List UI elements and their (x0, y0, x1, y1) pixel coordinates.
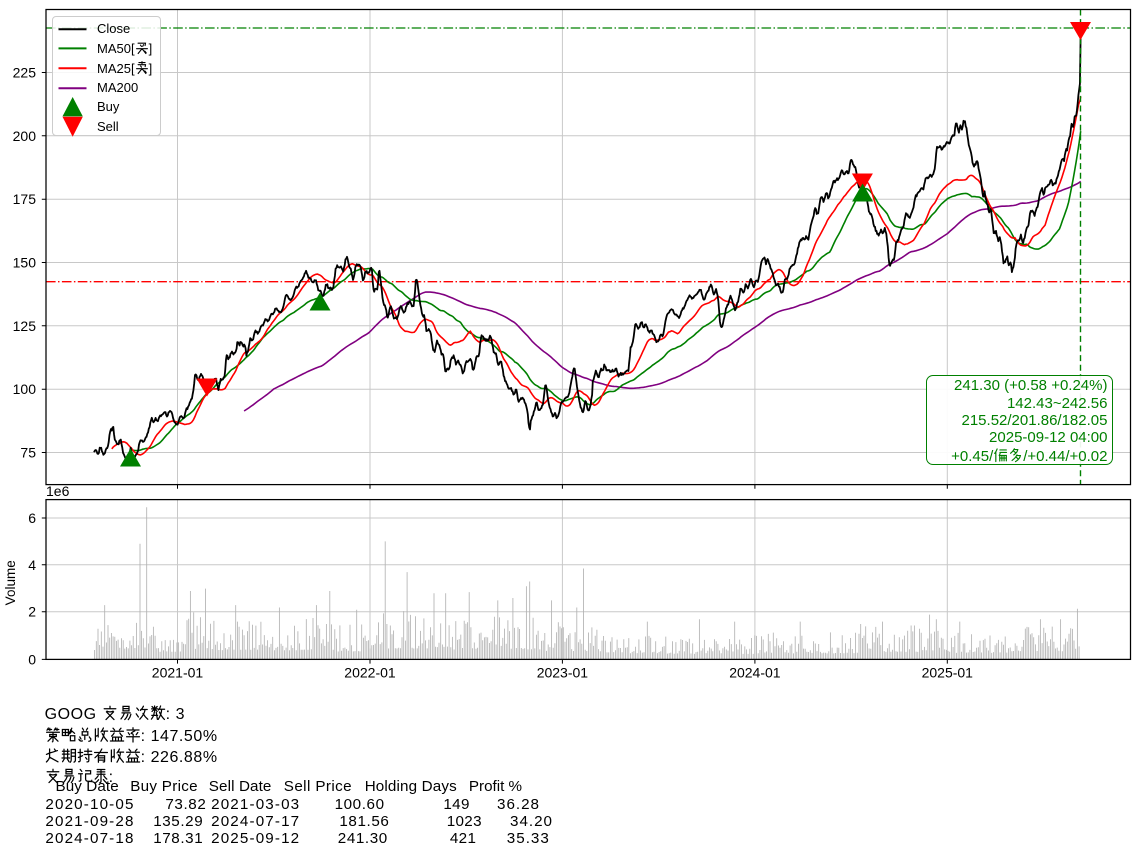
svg-text:225: 225 (13, 65, 37, 81)
svg-text:100: 100 (13, 381, 37, 397)
svg-text:75: 75 (20, 445, 36, 461)
svg-text:125: 125 (13, 318, 37, 334)
svg-text:200: 200 (13, 128, 37, 144)
svg-text:2025-01: 2025-01 (922, 665, 974, 681)
svg-text:6: 6 (28, 510, 36, 526)
svg-text:1e6: 1e6 (46, 483, 70, 499)
svg-text:2023-01: 2023-01 (537, 665, 589, 681)
svg-text:2024-01: 2024-01 (729, 665, 781, 681)
svg-text:175: 175 (13, 191, 37, 207)
svg-text:Volume: Volume (3, 560, 18, 605)
svg-text:2: 2 (28, 604, 36, 620)
svg-text:150: 150 (13, 255, 37, 271)
svg-text:4: 4 (28, 557, 36, 573)
svg-text:2022-01: 2022-01 (344, 665, 396, 681)
svg-text:2021-01: 2021-01 (152, 665, 204, 681)
svg-text:0: 0 (28, 651, 36, 667)
